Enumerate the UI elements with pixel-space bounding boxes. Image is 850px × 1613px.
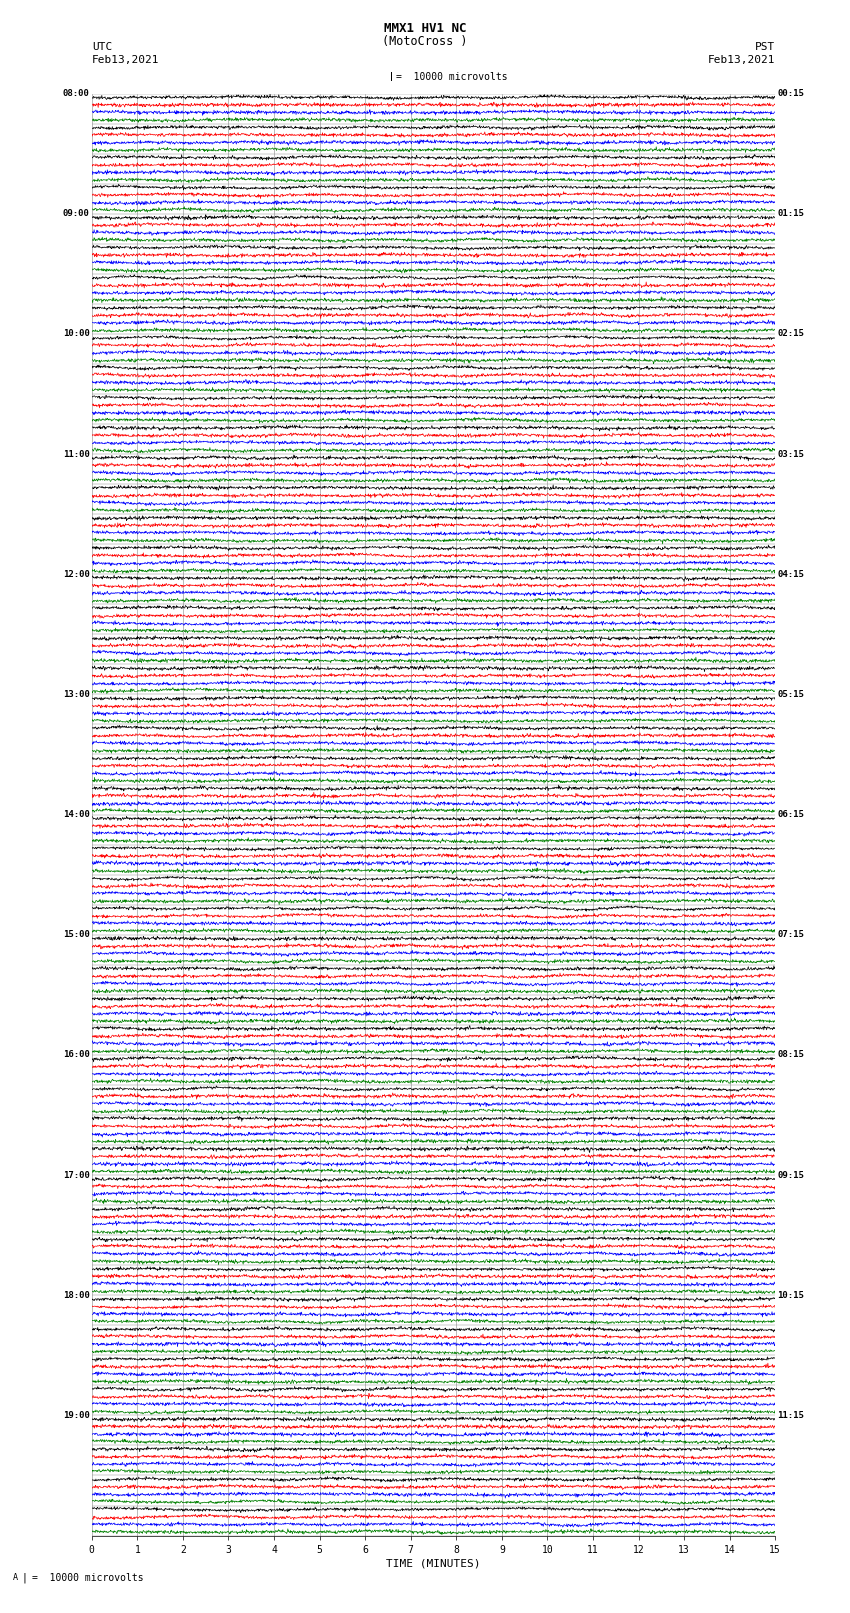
Text: 16:00: 16:00	[63, 1050, 90, 1060]
Text: MMX1 HV1 NC: MMX1 HV1 NC	[383, 21, 467, 35]
Text: 19:00: 19:00	[63, 1411, 90, 1419]
Text: 10:15: 10:15	[777, 1290, 804, 1300]
Text: 05:15: 05:15	[777, 690, 804, 698]
Text: 09:00: 09:00	[63, 210, 90, 218]
Text: 17:00: 17:00	[63, 1171, 90, 1179]
Text: 10:00: 10:00	[63, 329, 90, 339]
Text: Feb13,2021: Feb13,2021	[92, 55, 159, 65]
Text: 08:00: 08:00	[63, 89, 90, 98]
X-axis label: TIME (MINUTES): TIME (MINUTES)	[386, 1558, 481, 1569]
Text: 13:00: 13:00	[63, 690, 90, 698]
Text: Feb13,2021: Feb13,2021	[708, 55, 775, 65]
Text: 12:00: 12:00	[63, 569, 90, 579]
Text: 00:15: 00:15	[777, 89, 804, 98]
Text: (MotoCross ): (MotoCross )	[382, 34, 468, 47]
Text: 03:15: 03:15	[777, 450, 804, 458]
Text: 14:00: 14:00	[63, 810, 90, 819]
Text: 11:00: 11:00	[63, 450, 90, 458]
Text: 06:15: 06:15	[777, 810, 804, 819]
Text: 07:15: 07:15	[777, 931, 804, 939]
Text: 04:15: 04:15	[777, 569, 804, 579]
Text: |: |	[21, 1573, 27, 1582]
Text: =  10000 microvolts: = 10000 microvolts	[396, 71, 507, 82]
Text: 01:15: 01:15	[777, 210, 804, 218]
Text: UTC: UTC	[92, 42, 112, 52]
Text: 15:00: 15:00	[63, 931, 90, 939]
Text: 18:00: 18:00	[63, 1290, 90, 1300]
Text: A: A	[13, 1573, 18, 1582]
Text: 11:15: 11:15	[777, 1411, 804, 1419]
Text: =  10000 microvolts: = 10000 microvolts	[32, 1573, 144, 1582]
Text: PST: PST	[755, 42, 775, 52]
Text: 08:15: 08:15	[777, 1050, 804, 1060]
Text: 02:15: 02:15	[777, 329, 804, 339]
Text: 09:15: 09:15	[777, 1171, 804, 1179]
